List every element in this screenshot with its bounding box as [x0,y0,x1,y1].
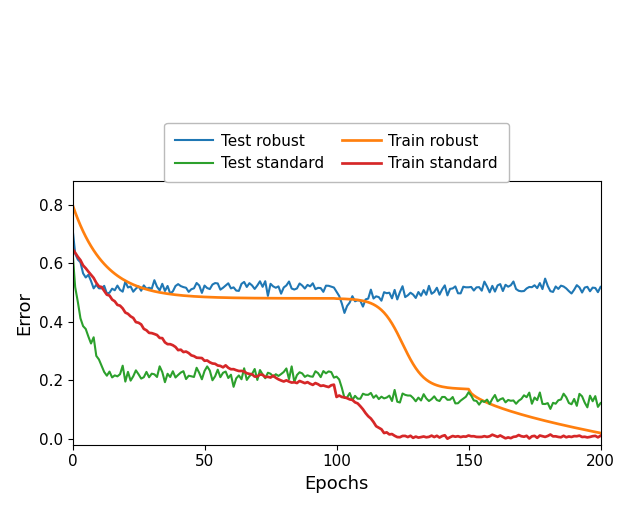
Test standard [261,375,269,382]
Test standard [71,284,79,290]
Test robust [597,284,604,290]
Train robust [71,209,79,215]
Test robust [357,298,364,304]
Test robust [261,278,269,284]
X-axis label: Epochs: Epochs [304,475,369,493]
Train standard [69,245,76,251]
Test robust [71,250,79,257]
Line: Test standard: Test standard [72,251,600,409]
Train standard [71,250,79,256]
Test robust [554,286,562,292]
Train standard [597,433,604,439]
Test standard [354,396,362,402]
Test standard [69,248,76,255]
Train robust [354,297,362,303]
Train standard [261,374,269,380]
Test robust [117,287,124,293]
Train standard [354,400,362,406]
Test standard [554,397,562,403]
Train robust [552,420,559,426]
Train standard [117,303,124,309]
Train robust [597,430,604,436]
Legend: Test robust, Test standard, Train robust, Train standard: Test robust, Test standard, Train robust… [164,123,508,182]
Test robust [290,287,298,293]
Line: Test robust: Test robust [72,228,600,313]
Test standard [547,406,554,412]
Train robust [69,202,76,208]
Train standard [444,436,451,442]
Train robust [290,295,298,301]
Test standard [290,379,298,385]
Train robust [117,274,124,280]
Test robust [341,310,348,316]
Test robust [69,225,76,231]
Test standard [597,400,604,406]
Line: Train robust: Train robust [72,205,600,433]
Train standard [290,379,298,385]
Train robust [261,295,269,301]
Test standard [117,371,124,377]
Y-axis label: Error: Error [15,291,33,335]
Train standard [554,434,562,440]
Line: Train standard: Train standard [72,248,600,439]
